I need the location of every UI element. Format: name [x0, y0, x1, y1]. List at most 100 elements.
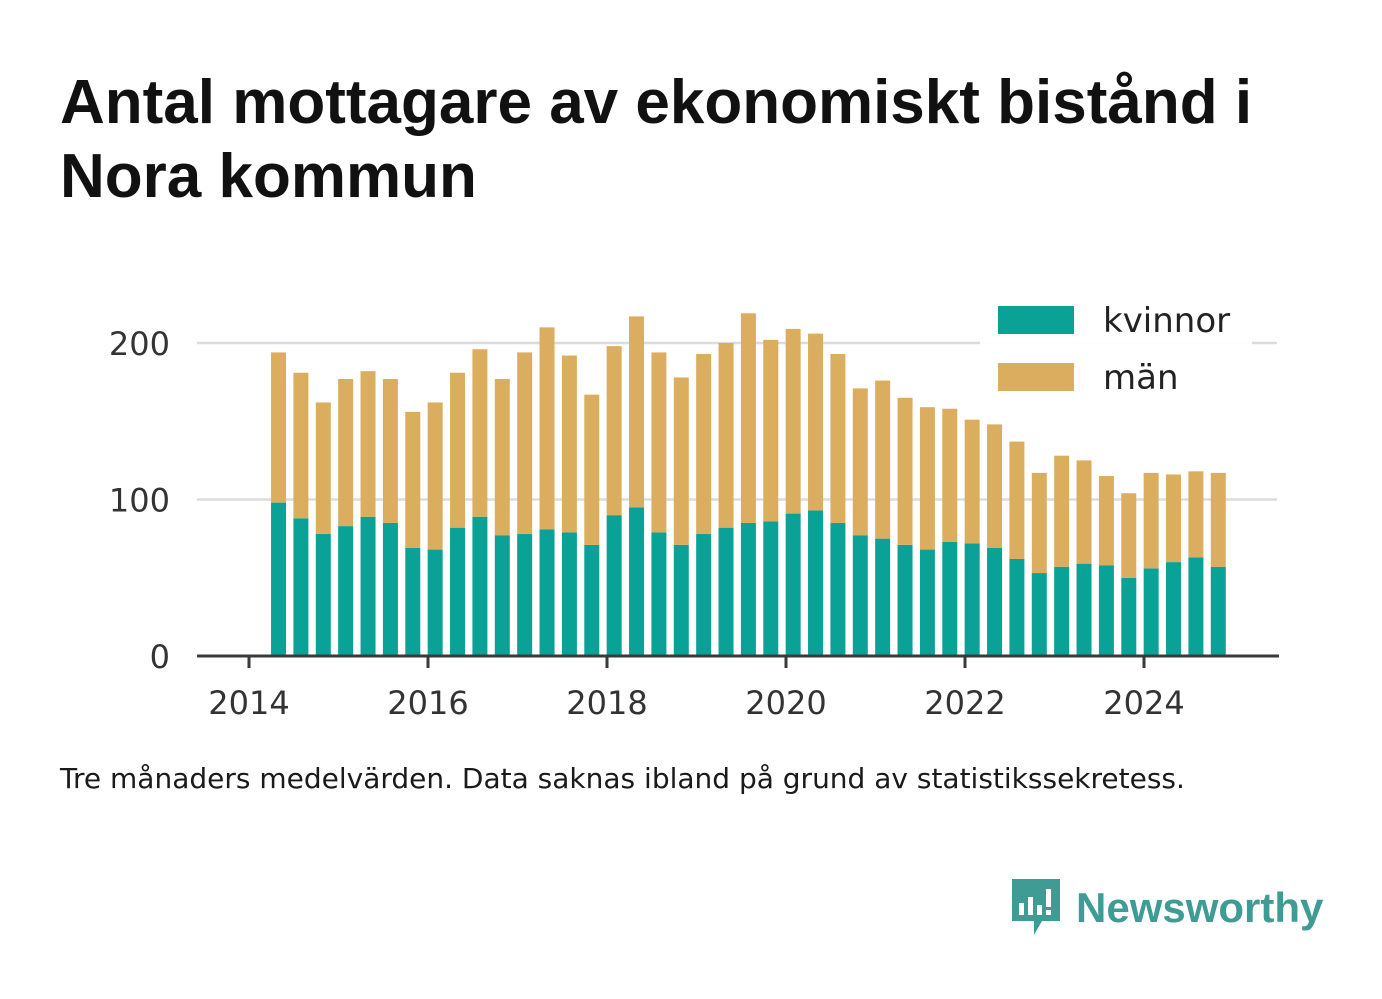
- bar-kvinnor: [360, 516, 376, 656]
- y-axis-ticks: 0 100 200: [109, 325, 170, 676]
- bar-kvinnor: [1054, 566, 1070, 656]
- x-tick-label: 2018: [566, 684, 647, 722]
- y-tick-label: 100: [109, 482, 170, 520]
- bar-kvinnor: [517, 533, 533, 656]
- bar-kvinnor: [1210, 566, 1226, 656]
- x-tick-label: 2024: [1103, 684, 1184, 722]
- bar-man: [1054, 455, 1070, 567]
- bar-kvinnor: [964, 543, 980, 656]
- bar-man: [606, 346, 622, 516]
- bar-man: [1076, 460, 1092, 564]
- bar-man: [360, 371, 376, 517]
- bar-kvinnor: [472, 516, 488, 656]
- bar-kvinnor: [271, 502, 287, 656]
- bar-kvinnor: [494, 535, 510, 656]
- bar-kvinnor: [919, 549, 935, 656]
- bar-kvinnor: [1076, 563, 1092, 656]
- bar-man: [561, 355, 577, 533]
- bar-kvinnor: [785, 513, 801, 656]
- bar-man: [629, 316, 645, 508]
- bar-man: [740, 313, 756, 523]
- brand-name: Newsworthy: [1076, 884, 1324, 931]
- bar-kvinnor: [830, 522, 846, 656]
- bar-kvinnor: [808, 510, 824, 656]
- bar-kvinnor: [942, 541, 958, 656]
- bar-kvinnor: [875, 538, 891, 656]
- bar-kvinnor: [718, 527, 734, 656]
- bar-man: [808, 333, 824, 511]
- bar-kvinnor: [696, 533, 712, 656]
- chart-caption: Tre månaders medelvärden. Data saknas ib…: [60, 762, 1185, 795]
- bar-kvinnor: [293, 518, 309, 656]
- bar-kvinnor: [1121, 577, 1137, 656]
- bar-kvinnor: [450, 527, 466, 656]
- bar-man: [427, 402, 443, 550]
- bar-man: [964, 419, 980, 544]
- bar-man: [651, 352, 667, 533]
- newsworthy-logo-icon: [1012, 879, 1060, 935]
- bar-man: [1121, 493, 1137, 578]
- bar-man: [584, 394, 600, 545]
- bar-kvinnor: [338, 526, 354, 656]
- bar-man: [1009, 441, 1025, 559]
- bar-man: [1210, 472, 1226, 567]
- x-tick-label: 2022: [924, 684, 1005, 722]
- bar-man: [897, 397, 913, 545]
- chart-title: Antal mottagare av ekonomiskt bistånd i …: [60, 68, 1253, 211]
- bar-kvinnor: [405, 548, 421, 656]
- bar-kvinnor: [897, 544, 913, 656]
- bar-kvinnor: [382, 522, 398, 656]
- bar-kvinnor: [606, 515, 622, 656]
- bar-kvinnor: [852, 535, 868, 656]
- bar-man: [852, 388, 868, 536]
- bar-kvinnor: [1188, 557, 1204, 656]
- bar-man: [539, 327, 555, 530]
- bar-kvinnor: [1166, 562, 1182, 656]
- x-axis: 2014 2016 2018 2020 2022 2024: [197, 654, 1279, 722]
- bar-man: [293, 372, 309, 519]
- bar-man: [1098, 476, 1114, 566]
- bar-man: [405, 411, 421, 549]
- bar-man: [450, 372, 466, 528]
- bar-kvinnor: [584, 544, 600, 656]
- bar-kvinnor: [1143, 568, 1159, 656]
- bar-kvinnor: [1098, 565, 1114, 656]
- bar-man: [517, 352, 533, 534]
- x-tick-label: 2016: [387, 684, 468, 722]
- bar-man: [472, 349, 488, 517]
- bar-kvinnor: [763, 521, 779, 656]
- bar-kvinnor: [629, 507, 645, 656]
- bar-man: [830, 353, 846, 523]
- legend-swatch: [998, 363, 1074, 391]
- bar-man: [1166, 474, 1182, 563]
- bar-kvinnor: [740, 522, 756, 656]
- x-tick-label: 2014: [208, 684, 289, 722]
- legend-label: kvinnor: [1103, 301, 1230, 341]
- bar-man: [718, 343, 734, 528]
- bar-man: [942, 408, 958, 542]
- bar-man: [382, 378, 398, 523]
- bar-kvinnor: [1009, 558, 1025, 656]
- bar-kvinnor: [315, 533, 331, 656]
- bar-man: [919, 407, 935, 550]
- legend-label: män: [1103, 358, 1179, 398]
- bar-man: [673, 377, 689, 545]
- bar-man: [1188, 471, 1204, 558]
- bar-man: [875, 380, 891, 539]
- bar-kvinnor: [987, 548, 1003, 656]
- bar-chart: 0 100 200 2014 2016 2018 2020 2022 2024 kvinnor…: [108, 301, 1279, 722]
- bar-man: [1031, 472, 1047, 574]
- bar-man: [987, 424, 1003, 549]
- bar-man: [763, 339, 779, 522]
- bars: [271, 313, 1226, 656]
- y-tick-label: 200: [109, 325, 170, 363]
- bar-kvinnor: [427, 549, 443, 656]
- brand-logo: Newsworthy: [1010, 876, 1323, 940]
- bar-kvinnor: [539, 529, 555, 656]
- x-tick-label: 2020: [745, 684, 826, 722]
- bar-man: [696, 353, 712, 534]
- y-tick-label: 0: [150, 638, 170, 676]
- bar-kvinnor: [561, 532, 577, 656]
- bar-man: [315, 402, 331, 534]
- bar-man: [494, 378, 510, 536]
